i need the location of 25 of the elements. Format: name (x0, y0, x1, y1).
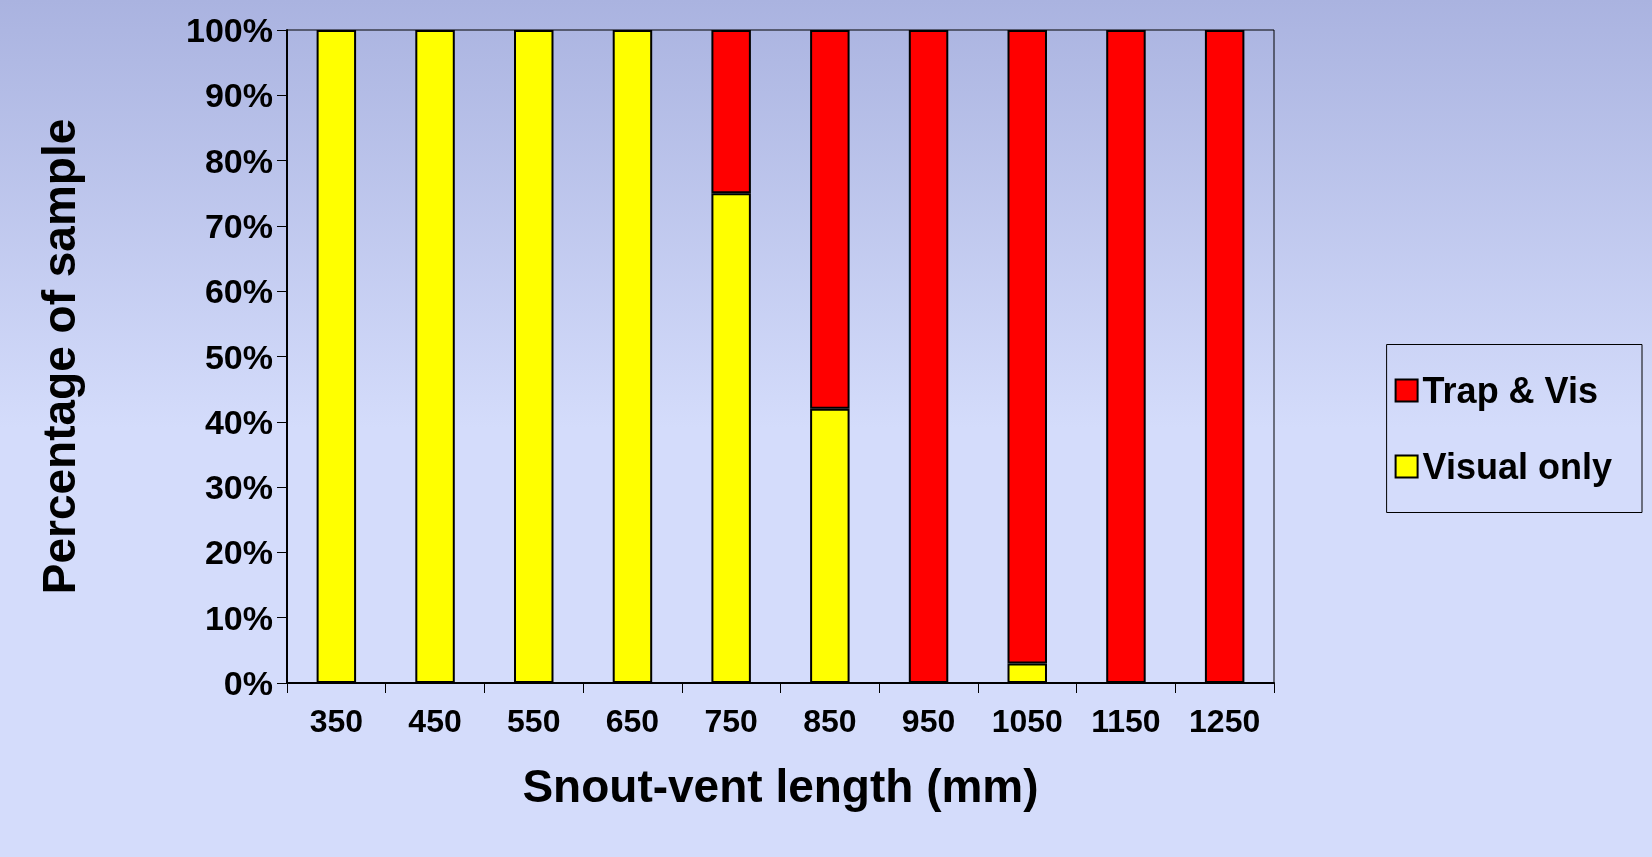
y-tick-label: 70% (204, 206, 273, 245)
y-tick-label: 60% (204, 272, 273, 311)
x-axis-title: Snout-vent length (mm) (522, 760, 1039, 812)
y-axis-title: Percentage of sample (33, 118, 85, 595)
y-tick-label: 10% (204, 598, 273, 637)
x-tick-label: 550 (507, 703, 561, 739)
x-tick-label: 650 (605, 703, 660, 739)
y-tick-label: 0% (223, 664, 273, 702)
x-tick-label: 1050 (991, 703, 1063, 739)
y-tick-label: 80% (204, 141, 273, 180)
x-tick-label: 1250 (1189, 703, 1261, 739)
legend-label: Visual only (1422, 446, 1612, 487)
x-tick-label: 950 (901, 703, 956, 739)
x-tick-label: 750 (704, 703, 758, 739)
x-tick-label: 450 (408, 703, 462, 739)
x-tick-label: 350 (309, 703, 364, 739)
y-tick-label: 40% (204, 402, 273, 441)
y-tick-label: 20% (204, 533, 273, 572)
x-tick-label: 850 (803, 703, 857, 739)
y-tick-label: 90% (204, 76, 273, 115)
legend-label: Trap & Vis (1422, 370, 1599, 411)
y-tick-label: 30% (204, 468, 273, 507)
x-tick-label: 1150 (1091, 703, 1161, 739)
y-tick-label: 50% (204, 337, 273, 376)
y-tick-label: 100% (186, 11, 273, 49)
